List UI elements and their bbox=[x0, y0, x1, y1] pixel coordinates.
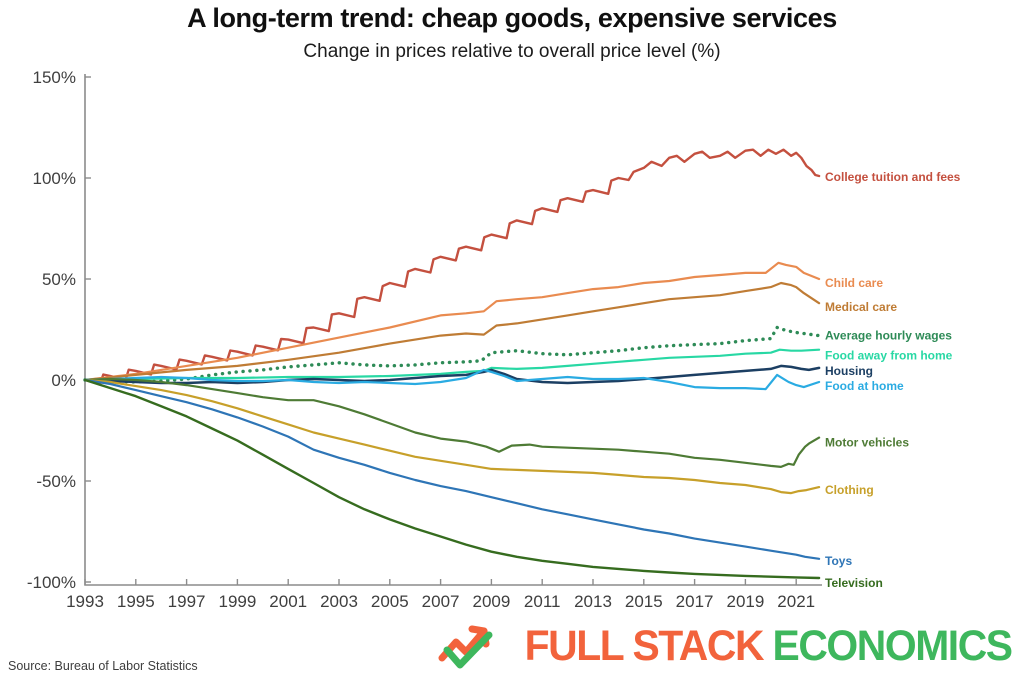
series-label-medical-care: Medical care bbox=[825, 300, 897, 314]
x-tick-label-2009: 2009 bbox=[472, 592, 510, 611]
series-line-clothing bbox=[83, 378, 821, 495]
series-label-clothing: Clothing bbox=[825, 483, 874, 497]
brand-logo: FULL STACK ECONOMICS bbox=[437, 620, 1014, 672]
page-title: A long-term trend: cheap goods, expensiv… bbox=[187, 3, 837, 33]
series-line-college-tuition-and-fees bbox=[83, 148, 821, 385]
brand-logo-text-primary: FULL STACK bbox=[525, 621, 765, 670]
series-line-medical-care bbox=[83, 281, 821, 382]
series-label-average-hourly-wages: Average hourly wages bbox=[825, 329, 952, 343]
brand-logo-text: FULL STACK ECONOMICS bbox=[525, 621, 1014, 671]
y-tick-label-100: 100% bbox=[33, 169, 76, 188]
y-tick-label-50: 50% bbox=[42, 270, 76, 289]
series-label-college-tuition-and-fees: College tuition and fees bbox=[825, 170, 961, 184]
y-tick-label-150: 150% bbox=[33, 68, 76, 87]
series-label-motor-vehicles: Motor vehicles bbox=[825, 436, 909, 450]
trend-arrow-check-icon bbox=[438, 625, 493, 669]
x-tick-label-2017: 2017 bbox=[676, 592, 714, 611]
series-line-food-away-from-home bbox=[83, 348, 821, 382]
x-tick-label-1999: 1999 bbox=[218, 592, 256, 611]
brand-logo-text-secondary: ECONOMICS bbox=[772, 621, 1014, 670]
x-tick-label-2007: 2007 bbox=[422, 592, 460, 611]
y-tick-label-0: 0% bbox=[51, 371, 76, 390]
x-tick-label-2001: 2001 bbox=[269, 592, 307, 611]
series-line-food-at-home bbox=[83, 368, 821, 391]
x-tick-label-2015: 2015 bbox=[625, 592, 663, 611]
x-tick-label-2019: 2019 bbox=[726, 592, 764, 611]
series-label-toys: Toys bbox=[825, 554, 852, 568]
source-note: Source: Bureau of Labor Statistics bbox=[8, 659, 198, 673]
x-tick-label-1993: 1993 bbox=[66, 592, 104, 611]
x-tick-label-2003: 2003 bbox=[320, 592, 358, 611]
series-line-housing bbox=[83, 364, 821, 385]
x-tick-label-2005: 2005 bbox=[371, 592, 409, 611]
x-tick-label-2013: 2013 bbox=[574, 592, 612, 611]
y-tick-label--100: -100% bbox=[27, 573, 76, 592]
series-label-housing: Housing bbox=[825, 364, 873, 378]
series-label-food-away-from-home: Food away from home bbox=[825, 349, 953, 363]
series-label-child-care: Child care bbox=[825, 276, 883, 290]
x-tick-label-2021: 2021 bbox=[777, 592, 815, 611]
x-tick-label-2011: 2011 bbox=[524, 592, 561, 611]
axis-frame bbox=[84, 74, 822, 586]
series-label-food-at-home: Food at home bbox=[825, 379, 904, 393]
series-line-motor-vehicles bbox=[83, 377, 821, 468]
series-line-child-care bbox=[83, 261, 821, 382]
x-tick-label-1997: 1997 bbox=[168, 592, 206, 611]
series-label-television: Television bbox=[825, 576, 883, 590]
y-tick-label--50: -50% bbox=[36, 472, 76, 491]
x-tick-label-1995: 1995 bbox=[117, 592, 155, 611]
series-line-toys bbox=[83, 378, 821, 560]
series-line-television bbox=[83, 378, 821, 580]
page-subtitle: Change in prices relative to overall pri… bbox=[303, 41, 721, 62]
